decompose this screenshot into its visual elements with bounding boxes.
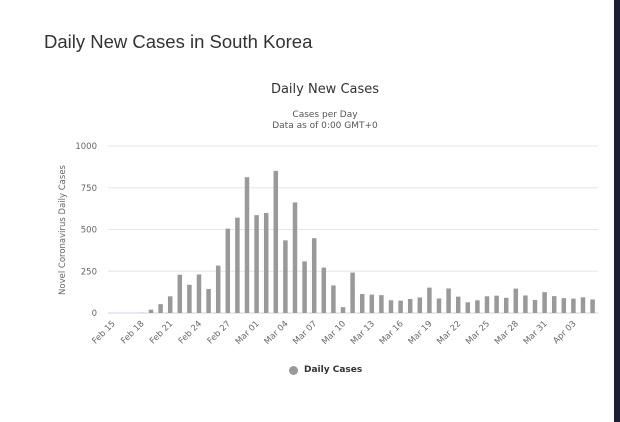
x-tick-label: Feb 24	[177, 319, 204, 346]
bar-apr-01	[551, 296, 557, 313]
bar-mar-17	[407, 298, 413, 313]
page-title: Daily New Cases in South Korea	[44, 31, 313, 52]
x-tick-label: Feb 27	[206, 319, 233, 346]
chart-subtitle-line2: Data as of 0:00 GMT+0	[272, 121, 378, 131]
bar-mar-06	[302, 261, 307, 313]
bar-apr-05	[590, 299, 595, 313]
bar-mar-01	[254, 215, 259, 313]
x-tick-label: Feb 15	[90, 319, 117, 346]
bar-mar-27	[503, 297, 509, 313]
x-tick-label: Mar 10	[320, 319, 348, 347]
bar-mar-05	[292, 202, 298, 313]
legend-item-daily-cases[interactable]: Daily Cases	[289, 365, 362, 375]
chart-subtitle-line1: Cases per Day	[292, 110, 358, 120]
bar-mar-03	[273, 170, 279, 313]
bar-mar-10	[340, 307, 346, 313]
bar-mar-25	[484, 296, 490, 313]
bar-mar-16	[398, 300, 403, 313]
bar-mar-09	[331, 285, 336, 313]
x-tick-label: Mar 31	[522, 319, 550, 347]
bar-apr-02	[561, 298, 567, 313]
bar-mar-29	[523, 295, 528, 313]
bar-mar-07	[311, 238, 317, 313]
bar-feb-24	[196, 274, 202, 313]
bar-feb-22	[177, 274, 183, 313]
chart-subtitle: Cases per Day Data as of 0:00 GMT+0	[0, 110, 620, 132]
bar-mar-11	[350, 272, 355, 313]
bar-feb-28	[235, 217, 240, 313]
y-tick-label: 0	[92, 309, 97, 319]
bar-feb-23	[187, 284, 192, 313]
bar-mar-13	[369, 294, 375, 313]
x-tick-label: Mar 25	[464, 319, 492, 347]
x-tick-label: Feb 18	[119, 319, 146, 346]
bar-apr-03	[571, 298, 576, 313]
x-tick-label: Feb 21	[148, 319, 175, 346]
bar-mar-26	[494, 295, 499, 313]
bar-mar-04	[283, 240, 288, 313]
y-tick-label: 250	[81, 267, 97, 277]
legend-label: Daily Cases	[304, 365, 363, 375]
bar-mar-24	[475, 300, 480, 313]
chart-title: Daily New Cases	[270, 82, 380, 97]
x-tick-label: Apr 03	[551, 319, 578, 346]
x-tick-label: Mar 04	[263, 319, 291, 347]
x-tick-label: Mar 16	[378, 319, 406, 347]
bar-mar-31	[542, 292, 547, 313]
y-axis-label: Novel Coronavirus Daily Cases	[58, 164, 68, 295]
bar-mar-08	[321, 267, 327, 313]
legend-marker-icon	[289, 365, 298, 375]
bar-mar-02	[263, 212, 269, 313]
bar-mar-21	[446, 288, 451, 313]
bar-mar-30	[532, 299, 538, 313]
y-tick-label: 1000	[75, 142, 97, 152]
bar-feb-19	[148, 309, 154, 313]
bar-feb-26	[215, 265, 221, 313]
bar-feb-29	[244, 177, 250, 313]
bar-mar-22	[455, 296, 461, 313]
bar-mar-23	[465, 302, 471, 313]
bar-feb-20	[158, 304, 163, 313]
bar-feb-25	[206, 288, 211, 313]
window-edge	[614, 0, 620, 422]
y-tick-label: 750	[81, 184, 97, 194]
bar-mar-12	[359, 293, 365, 313]
bar-mar-19	[427, 287, 432, 313]
bar-mar-14	[379, 295, 384, 313]
bar-mar-18	[417, 297, 423, 313]
x-tick-label: Mar 13	[349, 319, 377, 347]
x-tick-label: Mar 19	[407, 319, 435, 347]
bar-feb-21	[167, 296, 173, 313]
bar-apr-04	[580, 297, 586, 313]
bar-mar-15	[388, 300, 394, 313]
y-tick-label: 500	[81, 226, 97, 236]
bar-mar-28	[513, 288, 519, 313]
x-tick-label: Mar 28	[493, 319, 521, 347]
x-tick-label: Mar 22	[435, 319, 463, 347]
bar-mar-20	[436, 298, 442, 313]
x-tick-label: Mar 07	[291, 319, 319, 347]
bar-feb-27	[225, 228, 231, 313]
x-tick-label: Mar 01	[234, 319, 262, 347]
